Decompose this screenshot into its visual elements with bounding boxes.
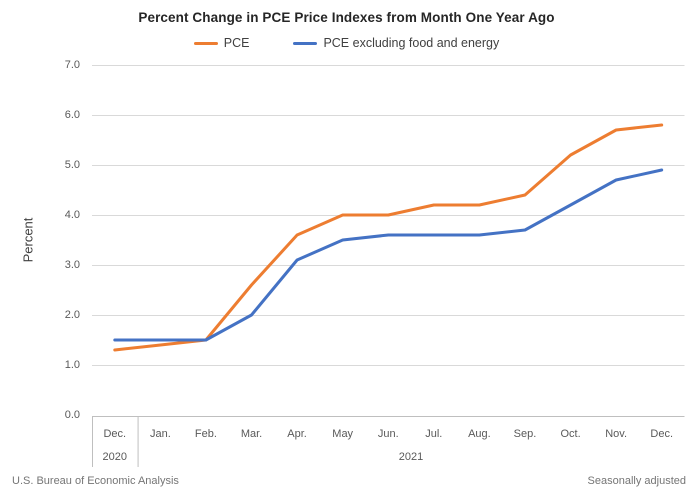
y-tick-label: 5.0 (64, 159, 80, 171)
x-tick-label: Mar. (240, 428, 263, 440)
series-line (113, 168, 664, 342)
chart-title: Percent Change in PCE Price Indexes from… (138, 10, 555, 25)
legend-item: PCE (193, 36, 250, 50)
x-tick-label: Jul. (425, 428, 443, 440)
year-group-label: 2020 (102, 451, 128, 463)
adjustment-note: Seasonally adjusted (587, 475, 686, 487)
x-tick-label: May (332, 428, 354, 440)
x-tick-label: Dec. (650, 428, 674, 440)
y-tick-label: 4.0 (64, 209, 80, 221)
x-tick-label: Jan. (149, 428, 171, 440)
legend-label: PCE excluding food and energy (323, 36, 500, 50)
y-tick-label: 3.0 (64, 259, 80, 271)
x-tick-label: Feb. (194, 428, 217, 440)
legend-label: PCE (223, 36, 250, 50)
y-axis-title: Percent (20, 217, 36, 263)
series-line (113, 123, 664, 352)
legend-item: PCE excluding food and energy (293, 36, 499, 50)
y-tick-label: 1.0 (64, 359, 80, 371)
x-tick-label: Apr. (287, 428, 307, 440)
x-tick-label: Sep. (513, 428, 537, 440)
x-tick-label: Nov. (605, 428, 628, 440)
legend-swatch-icon (193, 41, 218, 45)
source-note: U.S. Bureau of Economic Analysis (12, 475, 179, 487)
x-tick-label: Aug. (468, 428, 491, 440)
x-tick-label: Jun. (377, 428, 399, 440)
y-tick-label: 7.0 (64, 59, 80, 71)
year-group-label: 2021 (398, 451, 424, 463)
y-tick-label: 2.0 (64, 309, 80, 321)
x-tick-label: Dec. (103, 428, 127, 440)
y-tick-label: 0.0 (64, 409, 80, 421)
chart-legend: PCE PCE excluding food and energy (0, 36, 693, 50)
y-tick-label: 6.0 (64, 109, 80, 121)
x-tick-label: Oct. (560, 428, 581, 440)
legend-swatch-icon (293, 41, 318, 45)
